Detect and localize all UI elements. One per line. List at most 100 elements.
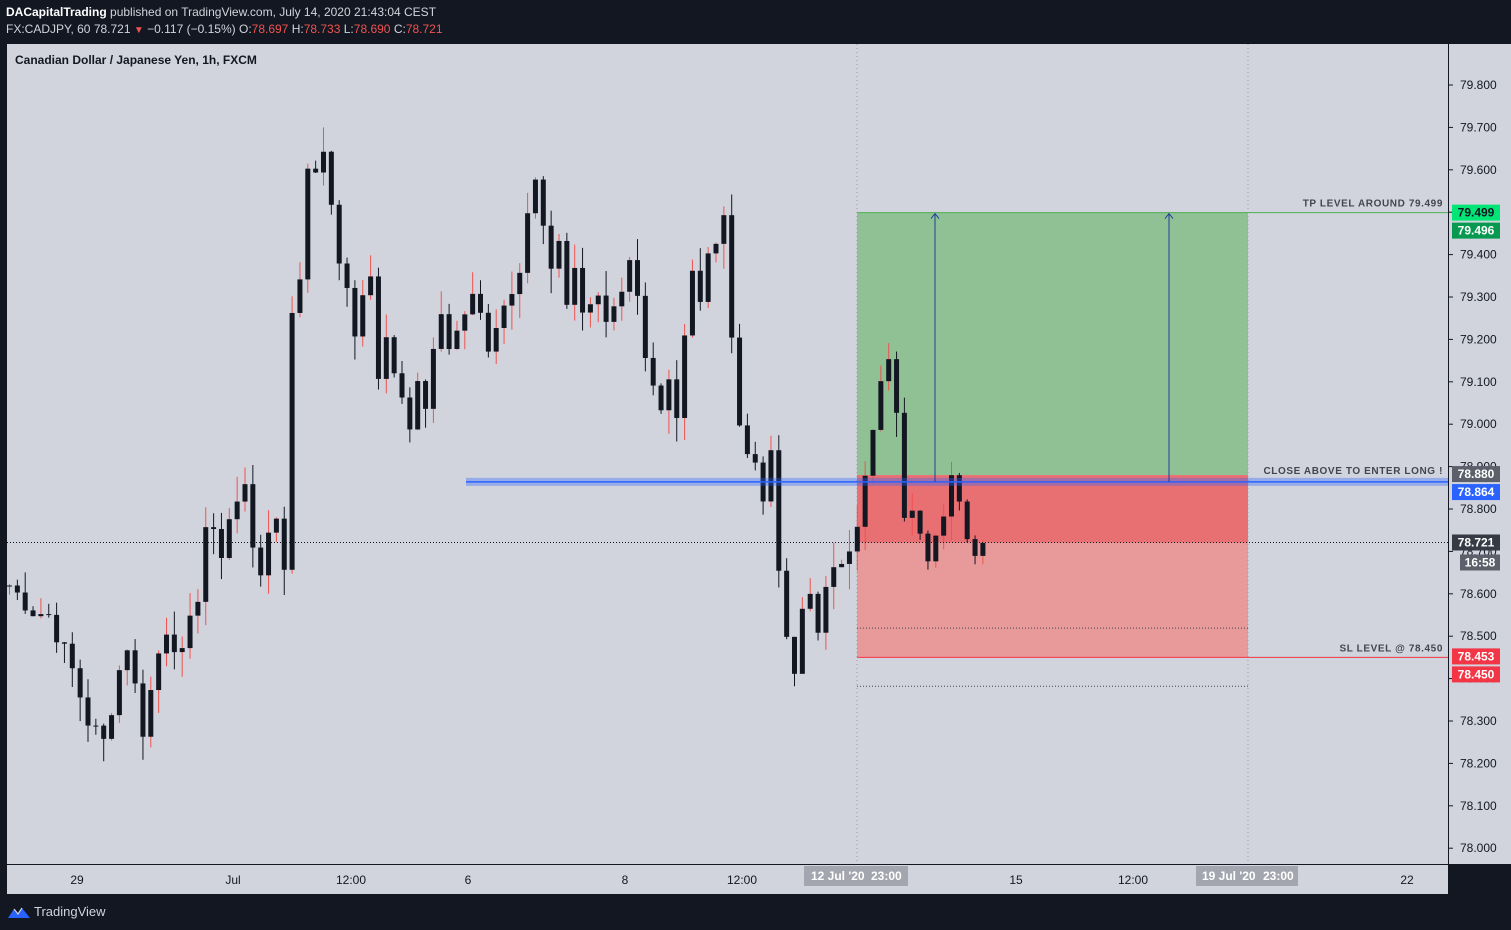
candle xyxy=(540,176,546,245)
candle xyxy=(391,335,397,378)
svg-text:79.499: 79.499 xyxy=(1458,206,1495,220)
symbol-label[interactable]: FX:CADJPY, 60 xyxy=(6,22,91,36)
candle-body xyxy=(116,670,122,716)
candle xyxy=(328,150,334,215)
candle-body xyxy=(132,650,138,684)
footer-bar xyxy=(0,894,1511,930)
chart-frame: 79.80079.70079.60079.50079.40079.30079.2… xyxy=(0,44,1511,894)
candle xyxy=(658,383,664,414)
price-tick-label: 79.300 xyxy=(1460,290,1497,304)
candle-body xyxy=(336,204,342,264)
author-name[interactable]: DACapitalTrading xyxy=(6,5,107,19)
candle-body xyxy=(532,179,538,214)
candle xyxy=(321,127,326,186)
candle-body xyxy=(179,648,185,653)
start-time-tag: 12 Jul '20 23:00 xyxy=(804,866,908,886)
candle xyxy=(949,461,954,541)
drawings xyxy=(7,212,1448,687)
candle-body xyxy=(38,614,44,617)
profit-zone[interactable] xyxy=(857,212,1248,476)
candle-body xyxy=(540,179,546,226)
candle xyxy=(430,337,436,423)
price-tick-label: 78.500 xyxy=(1460,629,1497,643)
candle-body xyxy=(148,690,154,737)
candle xyxy=(627,256,633,302)
candle xyxy=(156,650,162,713)
candle-body xyxy=(69,643,75,669)
published-info: published on TradingView.com, July 14, 2… xyxy=(110,5,437,19)
candle-body xyxy=(493,327,499,352)
candle-body xyxy=(525,213,531,273)
candle xyxy=(737,323,743,427)
candle xyxy=(854,505,860,571)
candle xyxy=(407,387,413,443)
price-axis xyxy=(1449,44,1511,864)
candle-body xyxy=(650,357,656,386)
tradingview-logo-icon[interactable] xyxy=(7,904,31,920)
candle-body xyxy=(383,337,389,379)
candle-body xyxy=(627,260,633,292)
price-tick-label: 79.800 xyxy=(1460,78,1497,92)
price-chart[interactable]: 79.80079.70079.60079.50079.40079.30079.2… xyxy=(0,44,1511,894)
candle xyxy=(109,713,115,741)
candle-body xyxy=(187,615,193,649)
low-label: L: xyxy=(343,22,354,36)
tp-annotation[interactable]: TP LEVEL AROUND 79.499 xyxy=(1303,199,1443,210)
candle xyxy=(234,476,240,534)
candle xyxy=(752,441,758,471)
price-tick-label: 78.600 xyxy=(1460,587,1497,601)
candle xyxy=(493,309,499,365)
candle-body xyxy=(344,263,350,288)
candle-body xyxy=(917,510,923,534)
candle-body xyxy=(266,532,272,576)
high-label: H: xyxy=(291,22,304,36)
candle xyxy=(438,291,444,352)
entry-annotation[interactable]: CLOSE ABOVE TO ENTER LONG ! xyxy=(1263,466,1443,477)
candle xyxy=(713,242,719,263)
candle-body xyxy=(454,330,460,349)
candle xyxy=(525,192,531,284)
countdown-tag: 16:58 xyxy=(1460,554,1500,571)
candle-body xyxy=(807,593,813,609)
candle-body xyxy=(697,270,703,302)
candle xyxy=(548,210,554,294)
range-markers xyxy=(856,44,1249,864)
candle xyxy=(894,351,900,437)
price-tick-label: 78.800 xyxy=(1460,502,1497,516)
candle-body xyxy=(509,294,515,306)
candle xyxy=(635,239,640,315)
arrow-head-icon xyxy=(1164,212,1174,219)
candle xyxy=(815,591,821,641)
svg-text:78.450: 78.450 xyxy=(1458,667,1495,681)
candle xyxy=(61,642,67,663)
candle-body xyxy=(556,240,562,269)
candle xyxy=(226,507,232,560)
candle-body xyxy=(109,715,115,739)
candle-body xyxy=(391,337,397,374)
candle xyxy=(171,611,177,670)
price-tick-label: 79.700 xyxy=(1460,120,1497,134)
candle xyxy=(705,247,711,309)
candle xyxy=(148,676,154,748)
candle-body xyxy=(799,608,805,674)
candle-body xyxy=(501,305,507,328)
candle xyxy=(273,517,279,543)
candle xyxy=(799,597,805,674)
candle-body xyxy=(250,484,256,548)
candle-body xyxy=(878,381,884,430)
candle xyxy=(446,303,452,355)
candle-body xyxy=(360,295,366,337)
entry-tag-2: 78.864 xyxy=(1452,484,1500,501)
tradingview-brand[interactable]: TradingView xyxy=(34,904,106,919)
candle-body xyxy=(689,270,695,336)
candle xyxy=(964,499,970,543)
candle-body xyxy=(85,697,91,726)
candle xyxy=(22,572,28,614)
candle xyxy=(360,279,366,347)
open-value: 78.697 xyxy=(251,22,289,36)
candle xyxy=(242,467,248,512)
candle-body xyxy=(909,510,915,518)
sl-annotation[interactable]: SL LEVEL @ 78.450 xyxy=(1339,643,1443,654)
candle xyxy=(980,540,986,565)
candle-body xyxy=(894,359,900,413)
